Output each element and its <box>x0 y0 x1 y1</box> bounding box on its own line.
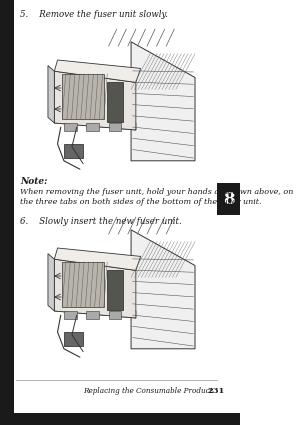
Bar <box>0 0 14 425</box>
Polygon shape <box>107 270 123 309</box>
Polygon shape <box>54 248 141 270</box>
Polygon shape <box>131 230 195 349</box>
Bar <box>86 123 99 131</box>
Text: 231: 231 <box>208 387 225 395</box>
Text: Note:: Note: <box>20 177 47 186</box>
Polygon shape <box>62 74 104 119</box>
Polygon shape <box>107 82 123 122</box>
Polygon shape <box>48 65 54 123</box>
Polygon shape <box>54 123 136 130</box>
Bar <box>0 413 240 425</box>
Polygon shape <box>62 262 104 307</box>
Bar <box>64 123 77 131</box>
Polygon shape <box>54 71 136 130</box>
Polygon shape <box>131 42 195 161</box>
Bar <box>86 311 99 320</box>
Bar <box>64 144 83 158</box>
Text: 8: 8 <box>223 190 234 207</box>
Text: Replacing the Consumable Product: Replacing the Consumable Product <box>83 387 213 395</box>
Polygon shape <box>54 259 136 318</box>
Bar <box>218 183 240 215</box>
Text: 6.    Slowly insert the new fuser unit.: 6. Slowly insert the new fuser unit. <box>20 217 182 226</box>
Polygon shape <box>54 311 136 318</box>
Bar <box>64 311 77 320</box>
Bar <box>109 123 122 131</box>
Bar <box>64 332 83 346</box>
Bar <box>109 311 122 320</box>
Polygon shape <box>48 254 54 311</box>
Text: When removing the fuser unit, hold your hands as shown above, on
the three tabs : When removing the fuser unit, hold your … <box>20 188 293 207</box>
Polygon shape <box>54 60 141 82</box>
Text: 5.    Remove the fuser unit slowly.: 5. Remove the fuser unit slowly. <box>20 10 168 19</box>
